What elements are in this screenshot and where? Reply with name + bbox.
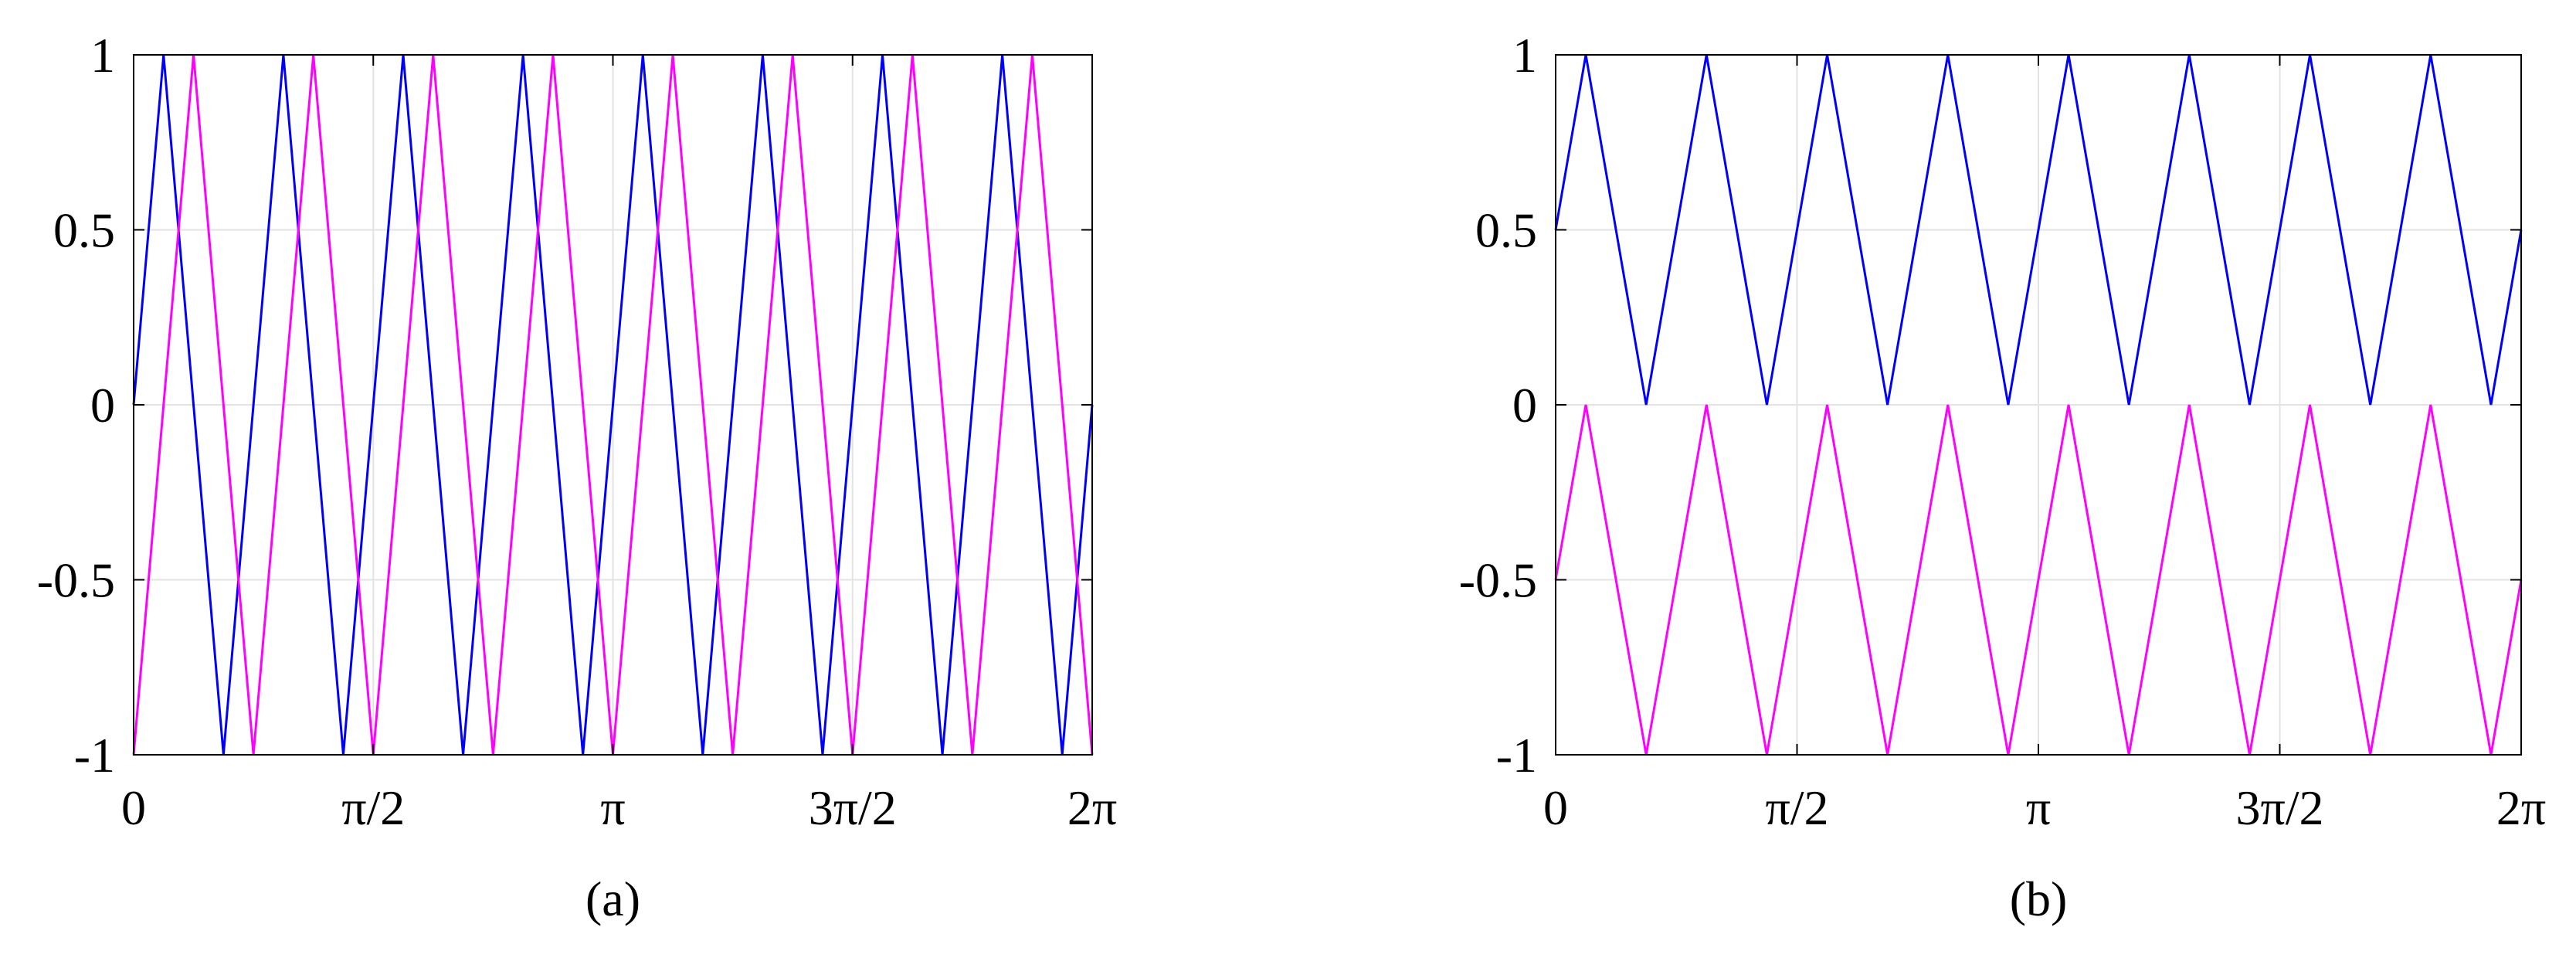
- y-tick-label: -1: [1496, 728, 1537, 783]
- chart-panel-b: 0 π/2 π 3π/2 2π 1 0.5 0 -0.5 -1 (b): [1459, 28, 2546, 926]
- y-tick-label: -0.5: [1459, 553, 1537, 608]
- y-tick-label: 1: [90, 28, 115, 83]
- x-tick-label: π/2: [1765, 780, 1828, 835]
- series-line-1: [1554, 404, 2523, 756]
- x-tick-label: π/2: [341, 780, 405, 835]
- x-tick-label: 0: [121, 780, 146, 835]
- y-tick-label: 0: [1512, 378, 1537, 433]
- y-tick-label: 1: [1512, 28, 1537, 83]
- series-line-0: [1554, 54, 2523, 406]
- x-tick-label: 2π: [2496, 780, 2546, 835]
- x-tick-label: 0: [1543, 780, 1568, 835]
- y-tick-label: -1: [74, 728, 115, 783]
- x-tick-label: 2π: [1067, 780, 1117, 835]
- y-tick-label: 0.5: [1475, 203, 1537, 258]
- x-tick-label: π: [600, 780, 625, 835]
- panel-label: (b): [2010, 871, 2068, 926]
- series-line-0: [132, 54, 1094, 756]
- y-tick-label: 0.5: [53, 203, 115, 258]
- panel-label: (a): [585, 871, 640, 926]
- y-tick-label: 0: [90, 378, 115, 433]
- x-tick-label: 3π/2: [809, 780, 897, 835]
- x-tick-label: π: [2026, 780, 2051, 835]
- x-tick-label: 3π/2: [2235, 780, 2323, 835]
- chart-panel-a: 0 π/2 π 3π/2 2π 1 0.5 0 -0.5 -1 (a): [37, 28, 1117, 926]
- y-tick-label: -0.5: [37, 553, 115, 608]
